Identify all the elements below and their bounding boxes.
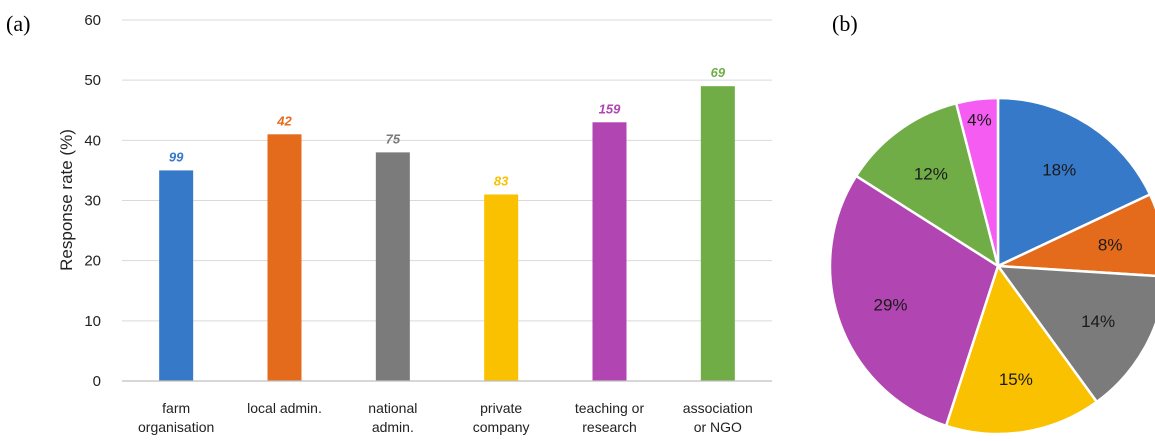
- category-label: organisation: [138, 419, 214, 435]
- pie-slice: [995, 264, 1155, 404]
- bar-chart: 0 10 20 30 40 50 60 Response rate (%) 99 42 75 83…: [57, 12, 772, 435]
- gridlines: [122, 19, 772, 322]
- bar: [267, 134, 302, 381]
- category-label: company: [473, 419, 530, 435]
- pie-chart: 18% 8% 14% 15% 29% 12% 4%: [828, 96, 1155, 436]
- y-tick-label: 10: [84, 313, 101, 330]
- pie-slice-label: 14%: [1081, 312, 1115, 331]
- pie-slice-labels: 18% 8% 14% 15% 29% 12% 4%: [873, 110, 1122, 389]
- category-label: local admin.: [247, 400, 322, 416]
- y-tick-label: 0: [93, 373, 101, 390]
- pie-slices: [828, 96, 1155, 436]
- bar: [484, 194, 519, 381]
- bars: [159, 86, 735, 382]
- y-tick-label: 40: [84, 132, 101, 149]
- pie-slice: [954, 96, 1000, 267]
- category-labels: farm organisation local admin. national admi…: [138, 400, 753, 435]
- category-label: national: [368, 400, 417, 416]
- bar: [159, 170, 194, 381]
- y-tick-label: 50: [84, 72, 101, 89]
- bar-data-label: 99: [169, 149, 184, 164]
- pie-slice-label: 12%: [914, 165, 948, 184]
- pie-slice-label: 18%: [1042, 161, 1076, 180]
- y-tick-label: 60: [84, 12, 101, 29]
- bar: [700, 86, 735, 381]
- pie-slice-label: 4%: [967, 110, 992, 129]
- bar: [592, 122, 627, 382]
- category-label: private: [480, 400, 522, 416]
- category-label: association: [683, 400, 753, 416]
- pie-slice-label: 8%: [1098, 236, 1123, 255]
- pie-slice: [944, 263, 1099, 436]
- pie-slice: [996, 96, 1152, 268]
- category-label: admin.: [372, 419, 414, 435]
- pie-slice-label: 15%: [999, 370, 1033, 389]
- y-axis-label: Response rate (%): [57, 129, 76, 271]
- pie-slice-label: 29%: [873, 296, 907, 315]
- y-tick-label: 20: [84, 253, 101, 270]
- category-label: teaching or: [575, 400, 645, 416]
- bar-data-label: 75: [386, 131, 401, 146]
- bar-data-label: 159: [599, 101, 621, 116]
- bar-data-label: 42: [276, 113, 292, 128]
- y-tick-label: 30: [84, 193, 101, 210]
- bar: [375, 152, 410, 381]
- category-label: farm: [162, 400, 190, 416]
- category-label: research: [582, 419, 636, 435]
- pie-slice: [828, 174, 1000, 428]
- bar-data-label: 83: [494, 173, 509, 188]
- pie-slice: [854, 101, 1000, 269]
- panel-label-a: (a): [6, 11, 30, 36]
- pie-slice: [997, 192, 1155, 278]
- y-axis-ticks: 0 10 20 30 40 50 60: [84, 12, 101, 390]
- data-labels: 99 42 75 83 159 69: [169, 65, 726, 188]
- category-label: or NGO: [694, 419, 742, 435]
- bar-data-label: 69: [711, 65, 726, 80]
- panel-label-b: (b): [832, 11, 858, 36]
